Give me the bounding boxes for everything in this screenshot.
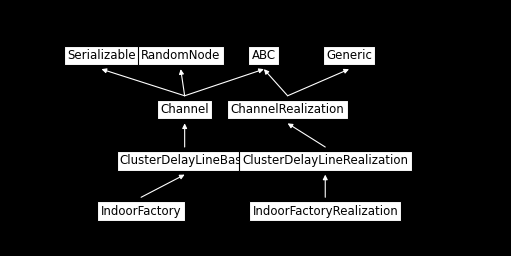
Text: RandomNode: RandomNode [141,49,220,62]
Text: ABC: ABC [252,49,276,62]
Text: ClusterDelayLineBase: ClusterDelayLineBase [120,154,249,167]
Text: IndoorFactory: IndoorFactory [101,205,181,218]
Text: Serializable: Serializable [67,49,136,62]
Text: ClusterDelayLineRealization: ClusterDelayLineRealization [242,154,408,167]
Text: IndoorFactoryRealization: IndoorFactoryRealization [252,205,398,218]
Text: Channel: Channel [160,103,209,116]
Text: Generic: Generic [326,49,372,62]
Text: ChannelRealization: ChannelRealization [231,103,344,116]
